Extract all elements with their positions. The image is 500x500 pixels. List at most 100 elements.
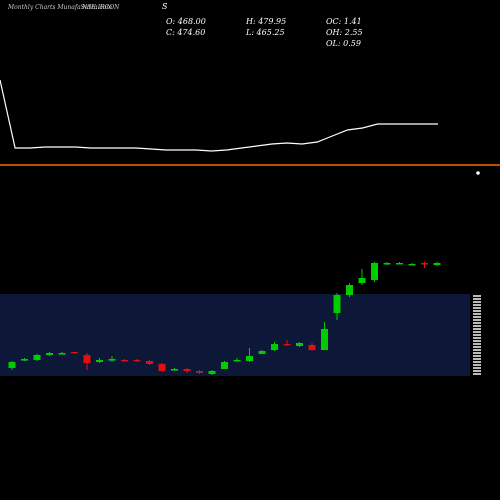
candle [271,342,278,351]
candle-body [71,352,78,354]
axis-tick [473,301,481,303]
candle [146,360,153,365]
level-line-group [0,164,500,175]
candle [258,350,266,354]
candle-body [21,359,28,361]
candle [208,370,216,375]
candle-body [158,364,166,371]
candle [421,262,428,268]
candle [321,322,328,350]
candle [183,368,191,373]
moving-average-line [0,79,438,152]
site-brand: Monthly Charts MunafaSutra.com [8,4,112,11]
symbol-label: NSE:IRCON [82,4,119,11]
candle [246,348,253,362]
axis-tick [473,349,481,351]
candle-body [121,360,128,362]
axis-tick [473,340,481,342]
candle-body [433,263,441,265]
candle-body [171,369,178,371]
candle [108,356,116,362]
price-grid [0,294,470,376]
axis-tick [473,346,481,348]
candle [233,358,241,362]
candle [21,358,28,361]
candle-body [246,356,253,361]
candle-body [283,344,291,346]
axis-tick [473,328,481,330]
axis-tick [473,319,481,321]
candle-body [258,351,266,354]
candle [158,363,166,372]
axis-tick [473,343,481,345]
right-axis [473,295,481,375]
candle [83,353,91,370]
axis-tick [473,331,481,333]
candle [58,352,66,355]
symbol-text: NSE:IRCON [82,4,120,11]
candle [8,361,16,370]
candle-body [421,263,428,265]
axis-tick [473,367,481,369]
candle [133,359,141,362]
candle-body [46,353,53,355]
axis-tick [473,310,481,312]
candle-body [183,369,191,371]
candle [346,283,353,297]
oc-value: OC: 1.41 [326,17,362,26]
candle [171,368,178,371]
candle [33,354,41,361]
axis-tick [473,307,481,309]
low-value: L: 465.25 [246,28,285,37]
candle [46,352,53,356]
axis-tick [473,355,481,357]
level-marker [476,171,480,175]
candle-body [346,285,353,295]
site-brand-text: Monthly Charts MunafaSutra.com [8,4,113,11]
candle [96,358,103,363]
candle-body [383,263,391,265]
candle-body [96,360,103,362]
axis-tick [473,358,481,360]
candle [196,370,203,374]
candle [408,263,416,266]
candle-body [208,371,216,374]
candle-body [308,345,316,350]
candle-body [146,361,153,364]
candle-body [358,278,366,283]
axis-tick [473,298,481,300]
candle [221,361,228,369]
candle-body [108,359,116,361]
ol-value: OL: 0.59 [326,39,361,48]
candle-body [408,264,416,266]
high-value: H: 479.95 [246,17,287,26]
axis-tick [473,370,481,372]
candle-body [396,263,403,265]
candle [296,342,303,347]
candle [333,293,341,320]
axis-tick [473,325,481,327]
axis-tick [473,322,481,324]
axis-tick [473,334,481,336]
candle [396,262,403,265]
candle [371,262,378,282]
candle [358,269,366,285]
axis-tick [473,316,481,318]
candles-group [8,262,441,375]
candle [308,343,316,351]
axis-tick [473,364,481,366]
close-value: C: 474.60 [166,28,206,37]
symbol-suffix-text: S [162,2,168,11]
candle-body [333,295,341,313]
axis-tick [473,373,481,375]
candle-body [321,329,328,350]
axis-tick [473,361,481,363]
open-value: O: 468.00 [166,17,206,26]
candle-body [33,355,41,360]
candle-body [133,360,141,362]
candle-body [221,362,228,369]
candle-body [296,343,303,346]
candle [71,352,78,354]
candle [433,262,441,266]
